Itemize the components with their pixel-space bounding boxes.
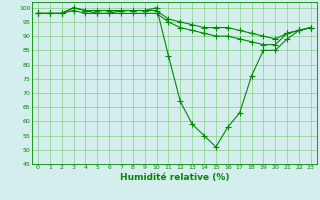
X-axis label: Humidité relative (%): Humidité relative (%) [120, 173, 229, 182]
